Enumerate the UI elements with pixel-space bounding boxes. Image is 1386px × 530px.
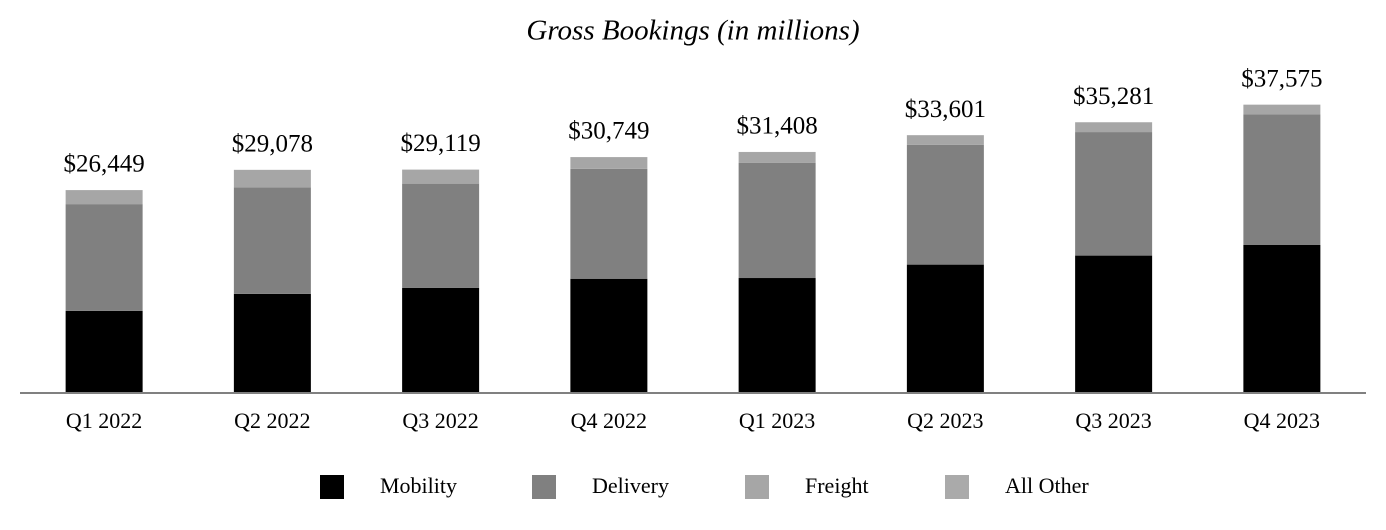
bar-segment	[906, 135, 984, 145]
bar-segment	[1075, 132, 1153, 256]
bar-segment	[1075, 255, 1153, 393]
chart-title: Gross Bookings (in millions)	[526, 15, 859, 47]
bar-segment	[1075, 122, 1153, 133]
x-tick-label: Q1 2022	[66, 408, 142, 433]
total-label: $37,575	[1241, 65, 1322, 92]
x-tick-label: Q2 2023	[907, 408, 983, 433]
bar-segment	[233, 293, 311, 393]
bar-segment	[402, 169, 480, 184]
total-label: $30,749	[568, 118, 649, 145]
x-tick-label: Q3 2022	[402, 408, 478, 433]
bar-segment	[738, 162, 816, 279]
bar-segment	[65, 190, 143, 205]
bar-segment	[570, 168, 648, 279]
legend-label: Freight	[805, 473, 869, 498]
legend-swatch	[745, 475, 769, 499]
x-tick-label: Q3 2023	[1075, 408, 1151, 433]
legend-swatch	[532, 475, 556, 499]
bar-segment	[906, 264, 984, 393]
bar-segment	[906, 144, 984, 265]
legend-swatch	[945, 475, 969, 499]
x-tick-label: Q4 2022	[571, 408, 647, 433]
legend-label: All Other	[1005, 473, 1089, 498]
x-tick-label: Q1 2023	[739, 408, 815, 433]
legend-swatch	[320, 475, 344, 499]
bar-segment	[65, 204, 143, 311]
bar-segment	[738, 278, 816, 393]
total-label: $26,449	[64, 151, 145, 178]
bar-segment	[1243, 114, 1321, 245]
legend-label: Delivery	[592, 473, 669, 498]
bar-segment	[233, 187, 311, 294]
legend-label: Mobility	[380, 473, 457, 498]
total-label: $29,119	[400, 130, 480, 157]
bar-segment	[1243, 244, 1321, 393]
x-tick-label: Q2 2022	[234, 408, 310, 433]
total-label: $33,601	[905, 96, 986, 123]
bar-segment	[570, 157, 648, 169]
x-tick-label: Q4 2023	[1244, 408, 1320, 433]
bar-segment	[570, 278, 648, 393]
bar-segment	[738, 152, 816, 163]
bar-segment	[402, 287, 480, 393]
total-label: $35,281	[1073, 83, 1154, 110]
bar-segment	[402, 183, 480, 288]
total-label: $29,078	[232, 131, 313, 158]
bar-segment	[65, 310, 143, 393]
bar-segment	[233, 169, 311, 188]
total-label: $31,408	[737, 113, 818, 140]
bar-segment	[1243, 104, 1321, 115]
